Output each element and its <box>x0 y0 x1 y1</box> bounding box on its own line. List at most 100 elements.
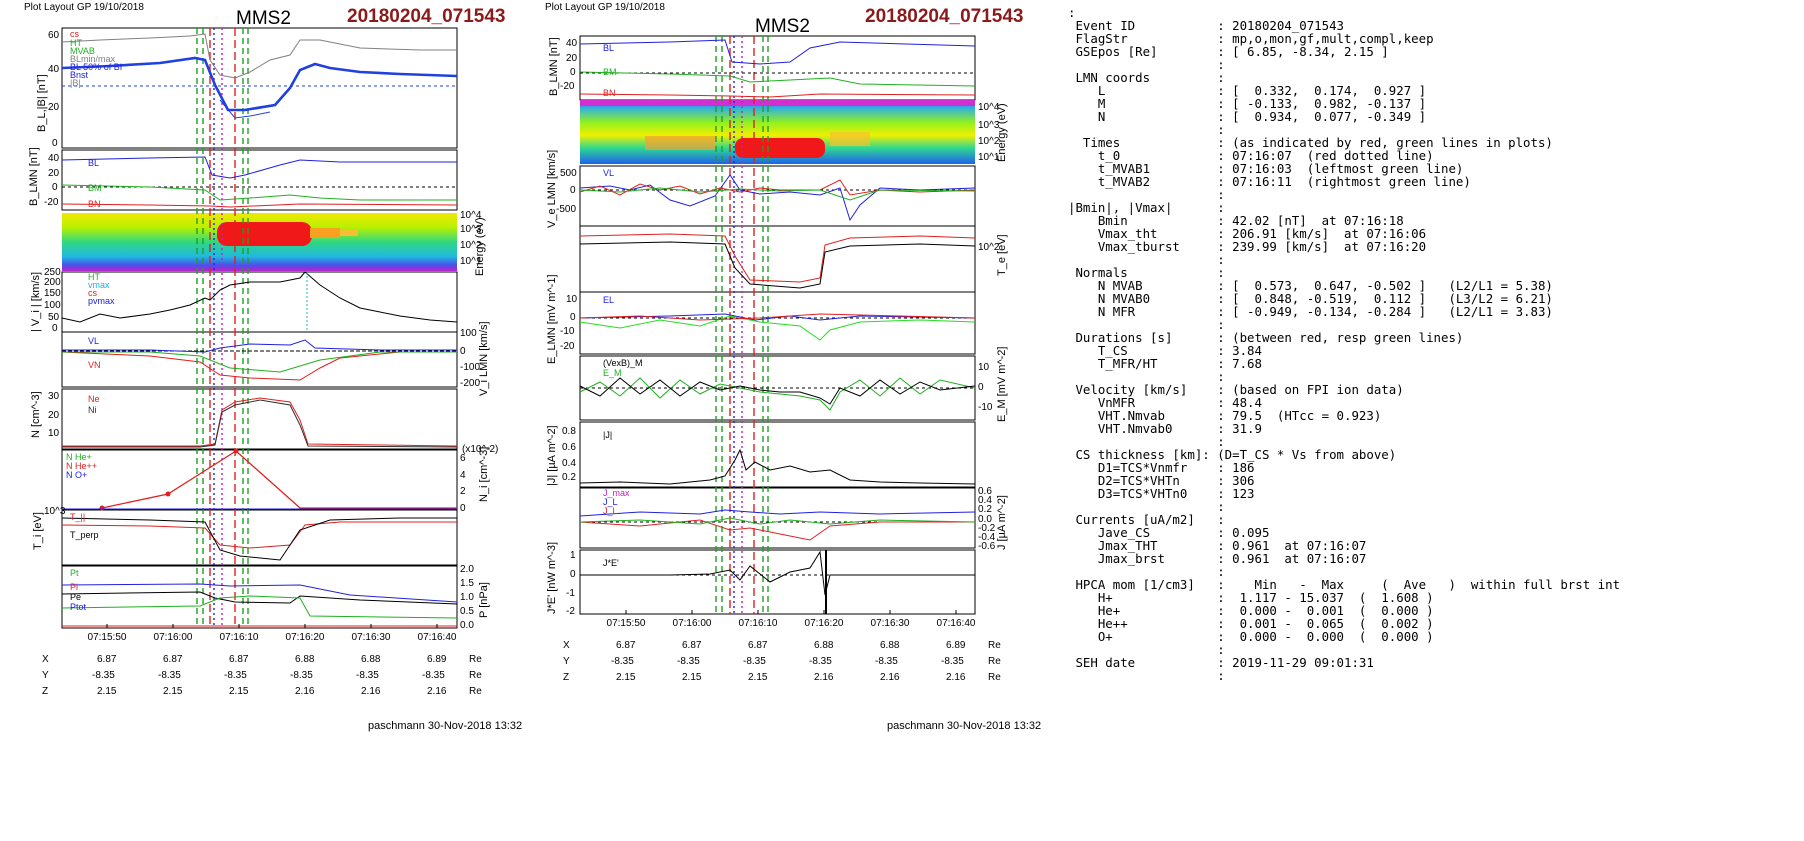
legend-b: |B| <box>70 78 81 88</box>
info-line: GSEpos [Re] : [ 6.85, -8.34, 2.15 ] <box>1068 44 1389 59</box>
orbit-value: -8.35 <box>809 656 832 667</box>
orbit-value: 6.87 <box>748 640 768 651</box>
ytick: 10 <box>48 428 60 439</box>
orbit-value: -8.35 <box>422 670 445 681</box>
orbit-value: 2.16 <box>880 672 900 683</box>
orbit-value: 2.15 <box>97 686 117 697</box>
info-line: Event ID : 20180204_071543 <box>1068 18 1345 33</box>
ytick: 1.0 <box>460 592 474 603</box>
info-line: : <box>1068 187 1225 202</box>
info-line: N : [ 0.934, 0.077, -0.349 ] <box>1068 109 1427 124</box>
panel-vi-frame <box>61 271 458 333</box>
legend-vi-cs: cs <box>88 288 97 298</box>
legend-n-op: N O+ <box>66 470 88 480</box>
panel-p-frame <box>61 565 458 629</box>
info-line: T_MFR/HT : 7.68 <box>1068 356 1262 371</box>
info-line: He+ : 0.000 - 0.001 ( 0.000 ) <box>1068 603 1434 618</box>
left-ptot-line <box>61 583 458 603</box>
orbit-value: 2.15 <box>229 686 249 697</box>
ytick: 1 <box>570 550 576 561</box>
legend-el: EL <box>603 295 615 305</box>
info-line: Velocity [km/s] : (based on FPI ion data… <box>1068 382 1404 397</box>
info-line: Currents [uA/m2] : <box>1068 512 1225 527</box>
ytick: 0 <box>570 67 576 78</box>
ytick: 2 <box>460 486 466 497</box>
ytick: -0.6 <box>978 541 996 552</box>
ytick: 20 <box>48 102 60 113</box>
panel-n-frame <box>61 388 458 450</box>
orbit-value: 2.16 <box>361 686 381 697</box>
orbit-value: -8.35 <box>356 670 379 681</box>
orbit-value: 6.88 <box>814 640 834 651</box>
ytick: 0.6 <box>562 442 576 453</box>
event-id-title: 20180204_071543 <box>865 6 1024 27</box>
left-vn-line <box>61 351 457 381</box>
legend-n-hepp: N He++ <box>66 461 98 471</box>
orbit-value: -8.35 <box>158 670 181 681</box>
ytick: 10 <box>566 294 578 305</box>
info-line: : <box>1068 499 1225 514</box>
ytick: -0.4 <box>978 532 996 543</box>
ytick: 2.0 <box>460 564 474 575</box>
info-line: L : [ 0.332, 0.174, 0.927 ] <box>1068 83 1427 98</box>
legend-ht: HT <box>70 38 82 48</box>
ytick: 0.0 <box>978 514 992 525</box>
info-line: CS thickness [km]: (D=T_CS * Vs from abo… <box>1068 447 1397 462</box>
ytick: 6 <box>460 453 466 464</box>
orbit-value: 2.16 <box>427 686 447 697</box>
plot-layout-header: Plot Layout GP 19/10/2018 <box>24 2 144 13</box>
ytick: 0.2 <box>978 504 992 515</box>
left-t-par-line <box>61 521 457 549</box>
info-line: |Bmin|, |Vmax| : <box>1068 200 1225 215</box>
legend-cs: cs <box>70 29 79 39</box>
legend-n-hep: N He+ <box>66 452 92 462</box>
ytick: 10^3 <box>460 224 482 235</box>
left-bl-line <box>61 56 458 112</box>
legend-bl: BL <box>603 43 615 53</box>
orbit-value: -8.35 <box>224 670 247 681</box>
ytick: 0 <box>460 346 466 357</box>
orbit-value: 2.15 <box>748 672 768 683</box>
orbit-value: 6.87 <box>229 654 249 665</box>
orbit-value: -8.35 <box>677 656 700 667</box>
ytick: 0 <box>460 503 466 514</box>
xtick-label: 07:16:00 <box>153 632 193 643</box>
info-line: Jmax_THT : 0.961 at 07:16:07 <box>1068 538 1367 553</box>
info-line: O+ : 0.000 - 0.000 ( 0.000 ) <box>1068 629 1434 644</box>
mid-je-line <box>580 550 975 596</box>
orbit-label-x: X <box>563 640 570 651</box>
mid-te-perp-line <box>579 241 976 289</box>
left-vi-magnitude-line <box>61 271 458 323</box>
ytick: 500 <box>560 168 577 179</box>
ytick: 10^2 <box>978 242 1000 253</box>
orbit-label-y: Y <box>42 670 49 681</box>
ylabel-b: B_L,|B| [nT] <box>36 74 48 132</box>
orbit-value: -8.35 <box>941 656 964 667</box>
orbit-value: 6.88 <box>295 654 315 665</box>
ytick: 40 <box>48 153 60 164</box>
ytick: 0.6 <box>978 486 992 497</box>
ylabel-e: E_LMN [mV m^-1] <box>546 274 558 364</box>
ylabel-ni-hpca: N_i [cm^-3] <box>478 446 490 502</box>
info-line: Durations [s] : (between red, resp green… <box>1068 330 1464 345</box>
xtick-label: 07:16:20 <box>804 618 844 629</box>
ytick: 0 <box>570 185 576 196</box>
xtick-label: 07:16:10 <box>219 632 259 643</box>
legend-bm: BM <box>603 67 617 77</box>
legend-blminmax: BLmin/max <box>70 54 116 64</box>
left-pe-line <box>61 595 458 619</box>
footer-author: paschmann 30-Nov-2018 13:32 <box>887 720 1042 732</box>
orbit-value: 6.87 <box>163 654 183 665</box>
legend-ne: Ne <box>88 394 100 404</box>
legend-jl: J_L <box>603 497 618 507</box>
ytick: 0.2 <box>562 472 576 483</box>
ylabel-em: E_M [mV m^-2] <box>996 346 1008 422</box>
ylabel-je: J*E' [nW m^-3] <box>546 541 558 614</box>
mid-vl-line <box>579 174 976 222</box>
orbit-value: 2.16 <box>814 672 834 683</box>
orbit-label-y: Y <box>563 656 570 667</box>
left-n-hepp-line <box>101 450 457 509</box>
info-line: M : [ -0.133, 0.982, -0.137 ] <box>1068 96 1427 111</box>
legend-vl: VL <box>603 168 615 178</box>
info-line: Normals : <box>1068 265 1225 280</box>
